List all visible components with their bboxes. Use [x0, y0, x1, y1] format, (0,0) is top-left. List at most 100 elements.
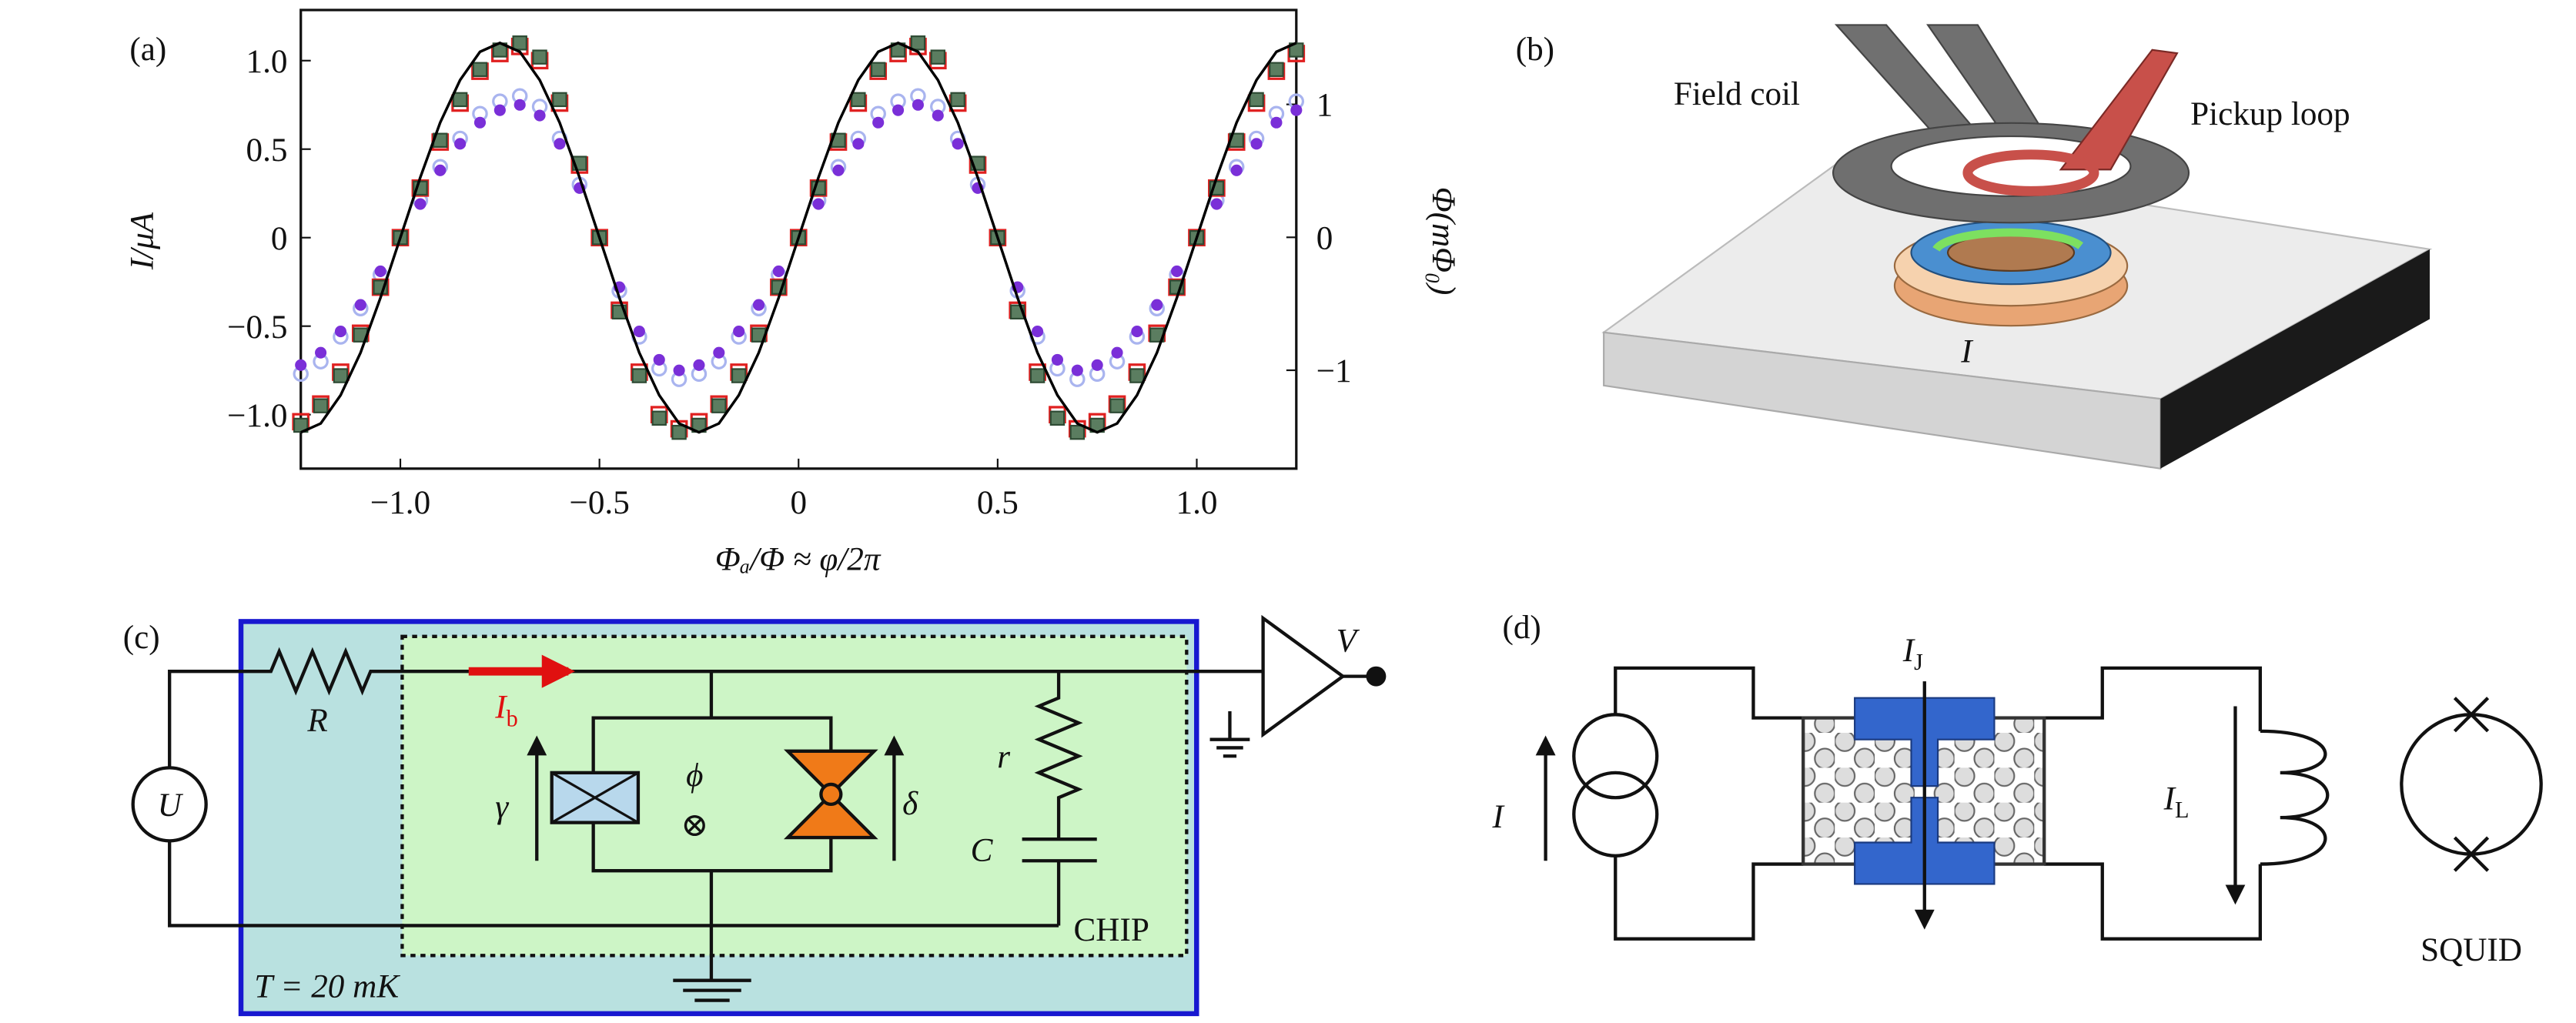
marker	[554, 138, 566, 150]
marker	[1290, 104, 1303, 116]
panel-b: (b) Field coil Pickup loop I	[1516, 24, 2433, 470]
y2-tick-label: −1	[1316, 353, 1352, 389]
y2-axis-label: Φ(mΦ₀)	[1425, 187, 1461, 296]
x-axis-label: Φₐ/Φ ≈ φ/2π	[715, 541, 882, 577]
source	[131, 766, 208, 843]
marker	[473, 116, 487, 129]
label: Ib	[494, 690, 517, 732]
pickup-loop	[1962, 149, 2099, 196]
marker	[932, 109, 944, 122]
marker	[354, 299, 366, 311]
label: γ	[495, 789, 509, 825]
label: I	[1492, 799, 1506, 835]
junction-cross	[550, 771, 639, 824]
marker	[1091, 359, 1103, 371]
label: IL	[2163, 781, 2190, 823]
theory-line	[300, 41, 1297, 434]
marker	[374, 265, 386, 277]
source	[1572, 771, 1659, 858]
marker	[930, 49, 946, 65]
marker	[1071, 364, 1083, 376]
bowtie-center	[819, 782, 843, 807]
marker	[414, 198, 427, 210]
marker	[512, 35, 527, 51]
panel-label: (b)	[1516, 32, 1554, 68]
marker	[772, 265, 785, 277]
marker	[1250, 138, 1263, 150]
marker	[673, 364, 685, 376]
field-coil-hole	[1890, 135, 2132, 197]
marker	[832, 164, 845, 176]
marker	[1249, 92, 1264, 108]
marker	[1029, 368, 1045, 383]
squid-junctions	[2453, 697, 2490, 872]
squid	[2400, 713, 2543, 856]
panel-a: (a) I/μA Φ(mΦ₀) Φₐ/Φ ≈ φ/2π −1.0 −0.5 0 0.5…	[125, 8, 1461, 577]
label: δ	[902, 786, 918, 822]
marker	[454, 138, 467, 150]
label: SQUID	[2420, 932, 2522, 968]
marker	[1069, 424, 1086, 440]
marker	[334, 326, 347, 338]
label: V	[1337, 623, 1360, 659]
terminal	[1366, 666, 1387, 687]
marker	[752, 299, 765, 311]
marker	[295, 359, 307, 371]
y-tick-label: −1.0	[227, 398, 287, 434]
marker	[631, 368, 647, 383]
marker	[910, 35, 926, 51]
marker	[851, 92, 866, 108]
marker	[651, 410, 667, 426]
marker	[653, 353, 665, 366]
marker	[1049, 410, 1066, 426]
y2-tick-label: 1	[1316, 88, 1333, 124]
label-sub: L	[2175, 797, 2189, 823]
marker	[434, 164, 447, 176]
label: CHIP	[1074, 912, 1149, 948]
label: I	[1960, 334, 1974, 370]
marker	[633, 326, 645, 338]
label: Pickup loop	[2190, 96, 2350, 132]
y-tick-label: 0	[271, 221, 288, 257]
marker	[534, 109, 546, 122]
marker	[1210, 198, 1223, 210]
label: C	[971, 832, 994, 868]
panel-c: (c) R U Ib γ ϕ ⊗ δ r C CHIP V T = 20 mK	[123, 614, 1387, 1017]
label-main: I	[2163, 781, 2177, 817]
label: U	[158, 787, 184, 824]
marker	[812, 198, 825, 210]
y-tick-label: −0.5	[227, 309, 287, 346]
panel-label: (a)	[129, 32, 166, 68]
marker	[950, 92, 965, 108]
marker	[693, 359, 705, 371]
label-main: I	[494, 690, 508, 726]
label-sub: J	[1914, 649, 1923, 675]
marker	[1171, 265, 1183, 277]
marker	[733, 326, 745, 338]
marker	[333, 368, 349, 383]
plate-side	[2160, 249, 2430, 469]
panel-d: (d) IJ I IL SQUID	[1492, 610, 2543, 968]
marker	[952, 138, 964, 150]
marker	[872, 116, 885, 129]
label: R	[306, 703, 327, 739]
label: ϕ	[686, 757, 703, 794]
marker	[1109, 398, 1125, 413]
marker	[852, 138, 865, 150]
marker	[1230, 164, 1243, 176]
marker	[1151, 299, 1163, 311]
marker	[452, 92, 468, 108]
marker	[713, 346, 725, 359]
marker	[1051, 353, 1064, 366]
label-sub: b	[507, 705, 518, 731]
marker	[870, 62, 886, 77]
source	[1572, 713, 1659, 800]
marker	[671, 424, 687, 440]
marker	[1111, 346, 1123, 359]
label: T = 20 mK	[254, 968, 400, 1005]
label: ⊗	[681, 807, 708, 844]
chip	[400, 634, 1189, 958]
marker	[315, 346, 327, 359]
